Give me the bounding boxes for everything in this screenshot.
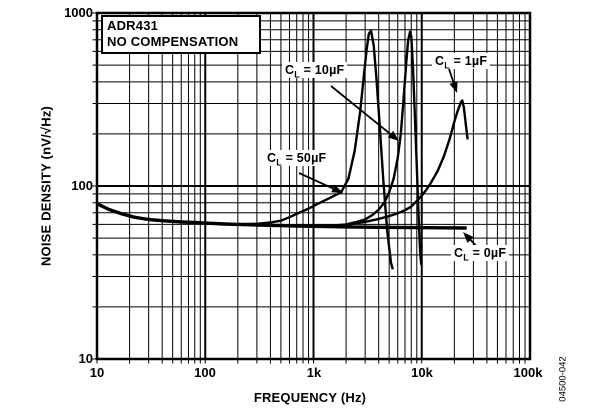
- y-axis-title: NOISE DENSITY (nV/√Hz): [38, 105, 54, 267]
- title-box-condition: NO COMPENSATION: [107, 34, 239, 49]
- figure-number: 04500-042: [557, 356, 569, 402]
- x-tick-100: 100: [194, 365, 216, 380]
- x-axis-title: FREQUENCY (Hz): [253, 390, 367, 405]
- curve-label-cl-0uF: CL = 0µF: [451, 245, 510, 262]
- y-tick-10: 10: [78, 351, 93, 366]
- curve-label-cl-50uF: CL = 50µF: [264, 150, 330, 167]
- y-tick-100: 100: [71, 178, 93, 193]
- x-tick-100k: 100k: [513, 365, 543, 380]
- curve-label-cl-10uF: CL = 10µF: [282, 62, 348, 79]
- x-tick-1k: 1k: [306, 365, 322, 380]
- y-tick-1000: 1000: [64, 5, 93, 20]
- title-box: ADR431 NO COMPENSATION: [101, 15, 261, 54]
- curve-label-cl-1uF: CL = 1µF: [432, 53, 491, 70]
- title-box-device: ADR431: [107, 18, 159, 33]
- x-tick-10k: 10k: [411, 365, 433, 380]
- x-tick-10: 10: [89, 365, 105, 380]
